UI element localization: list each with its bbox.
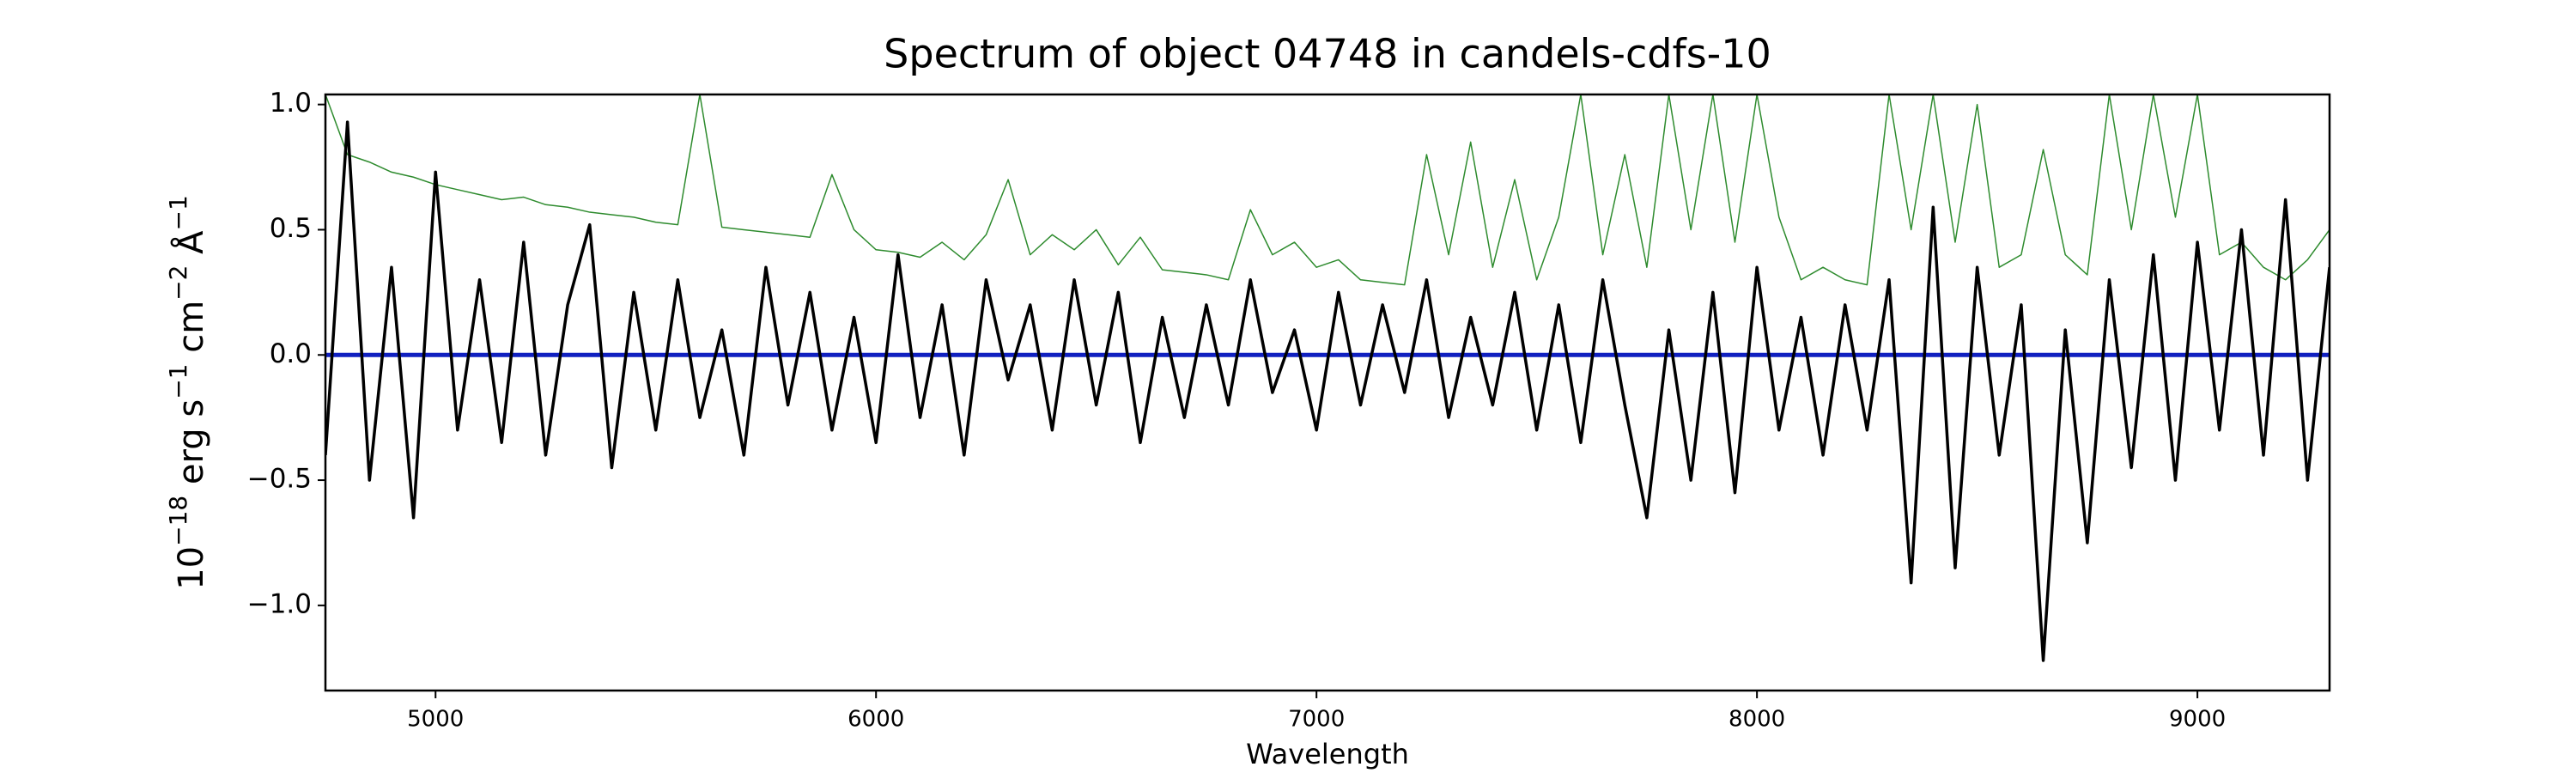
y-label-sup: −2 bbox=[164, 265, 192, 301]
y-label-sup: −1 bbox=[164, 364, 192, 399]
x-tick-label: 8000 bbox=[1728, 707, 1785, 733]
y-label-sup: −1 bbox=[164, 195, 192, 230]
x-tick-label: 9000 bbox=[2169, 707, 2226, 733]
spectrum-line bbox=[325, 120, 2330, 662]
chart-title: Spectrum of object 04748 in candels-cdfs… bbox=[884, 31, 1771, 77]
y-tick-label: 0.0 bbox=[270, 338, 312, 369]
y-tick-label: −1.0 bbox=[247, 588, 312, 619]
y-axis-label: 10−18 erg s−1 cm−2 Å−1 bbox=[164, 195, 212, 590]
plot-frame bbox=[324, 93, 2331, 692]
spectrum-line bbox=[325, 94, 2330, 286]
plot-area bbox=[325, 94, 2330, 662]
y-label-text: erg s bbox=[172, 399, 211, 496]
x-tick-label: 7000 bbox=[1288, 707, 1345, 733]
y-label-sup: −18 bbox=[164, 496, 192, 546]
x-tick-label: 5000 bbox=[407, 707, 464, 733]
y-tick-label: 0.5 bbox=[270, 213, 312, 244]
y-tick-label: 1.0 bbox=[270, 88, 312, 119]
y-label-text: Å bbox=[170, 230, 211, 265]
y-label-text: cm bbox=[172, 301, 211, 364]
x-axis-label: Wavelength bbox=[1246, 738, 1409, 770]
x-tick-label: 6000 bbox=[848, 707, 904, 733]
y-tick-label: −0.5 bbox=[247, 464, 312, 495]
y-label-text: 10 bbox=[172, 546, 211, 590]
